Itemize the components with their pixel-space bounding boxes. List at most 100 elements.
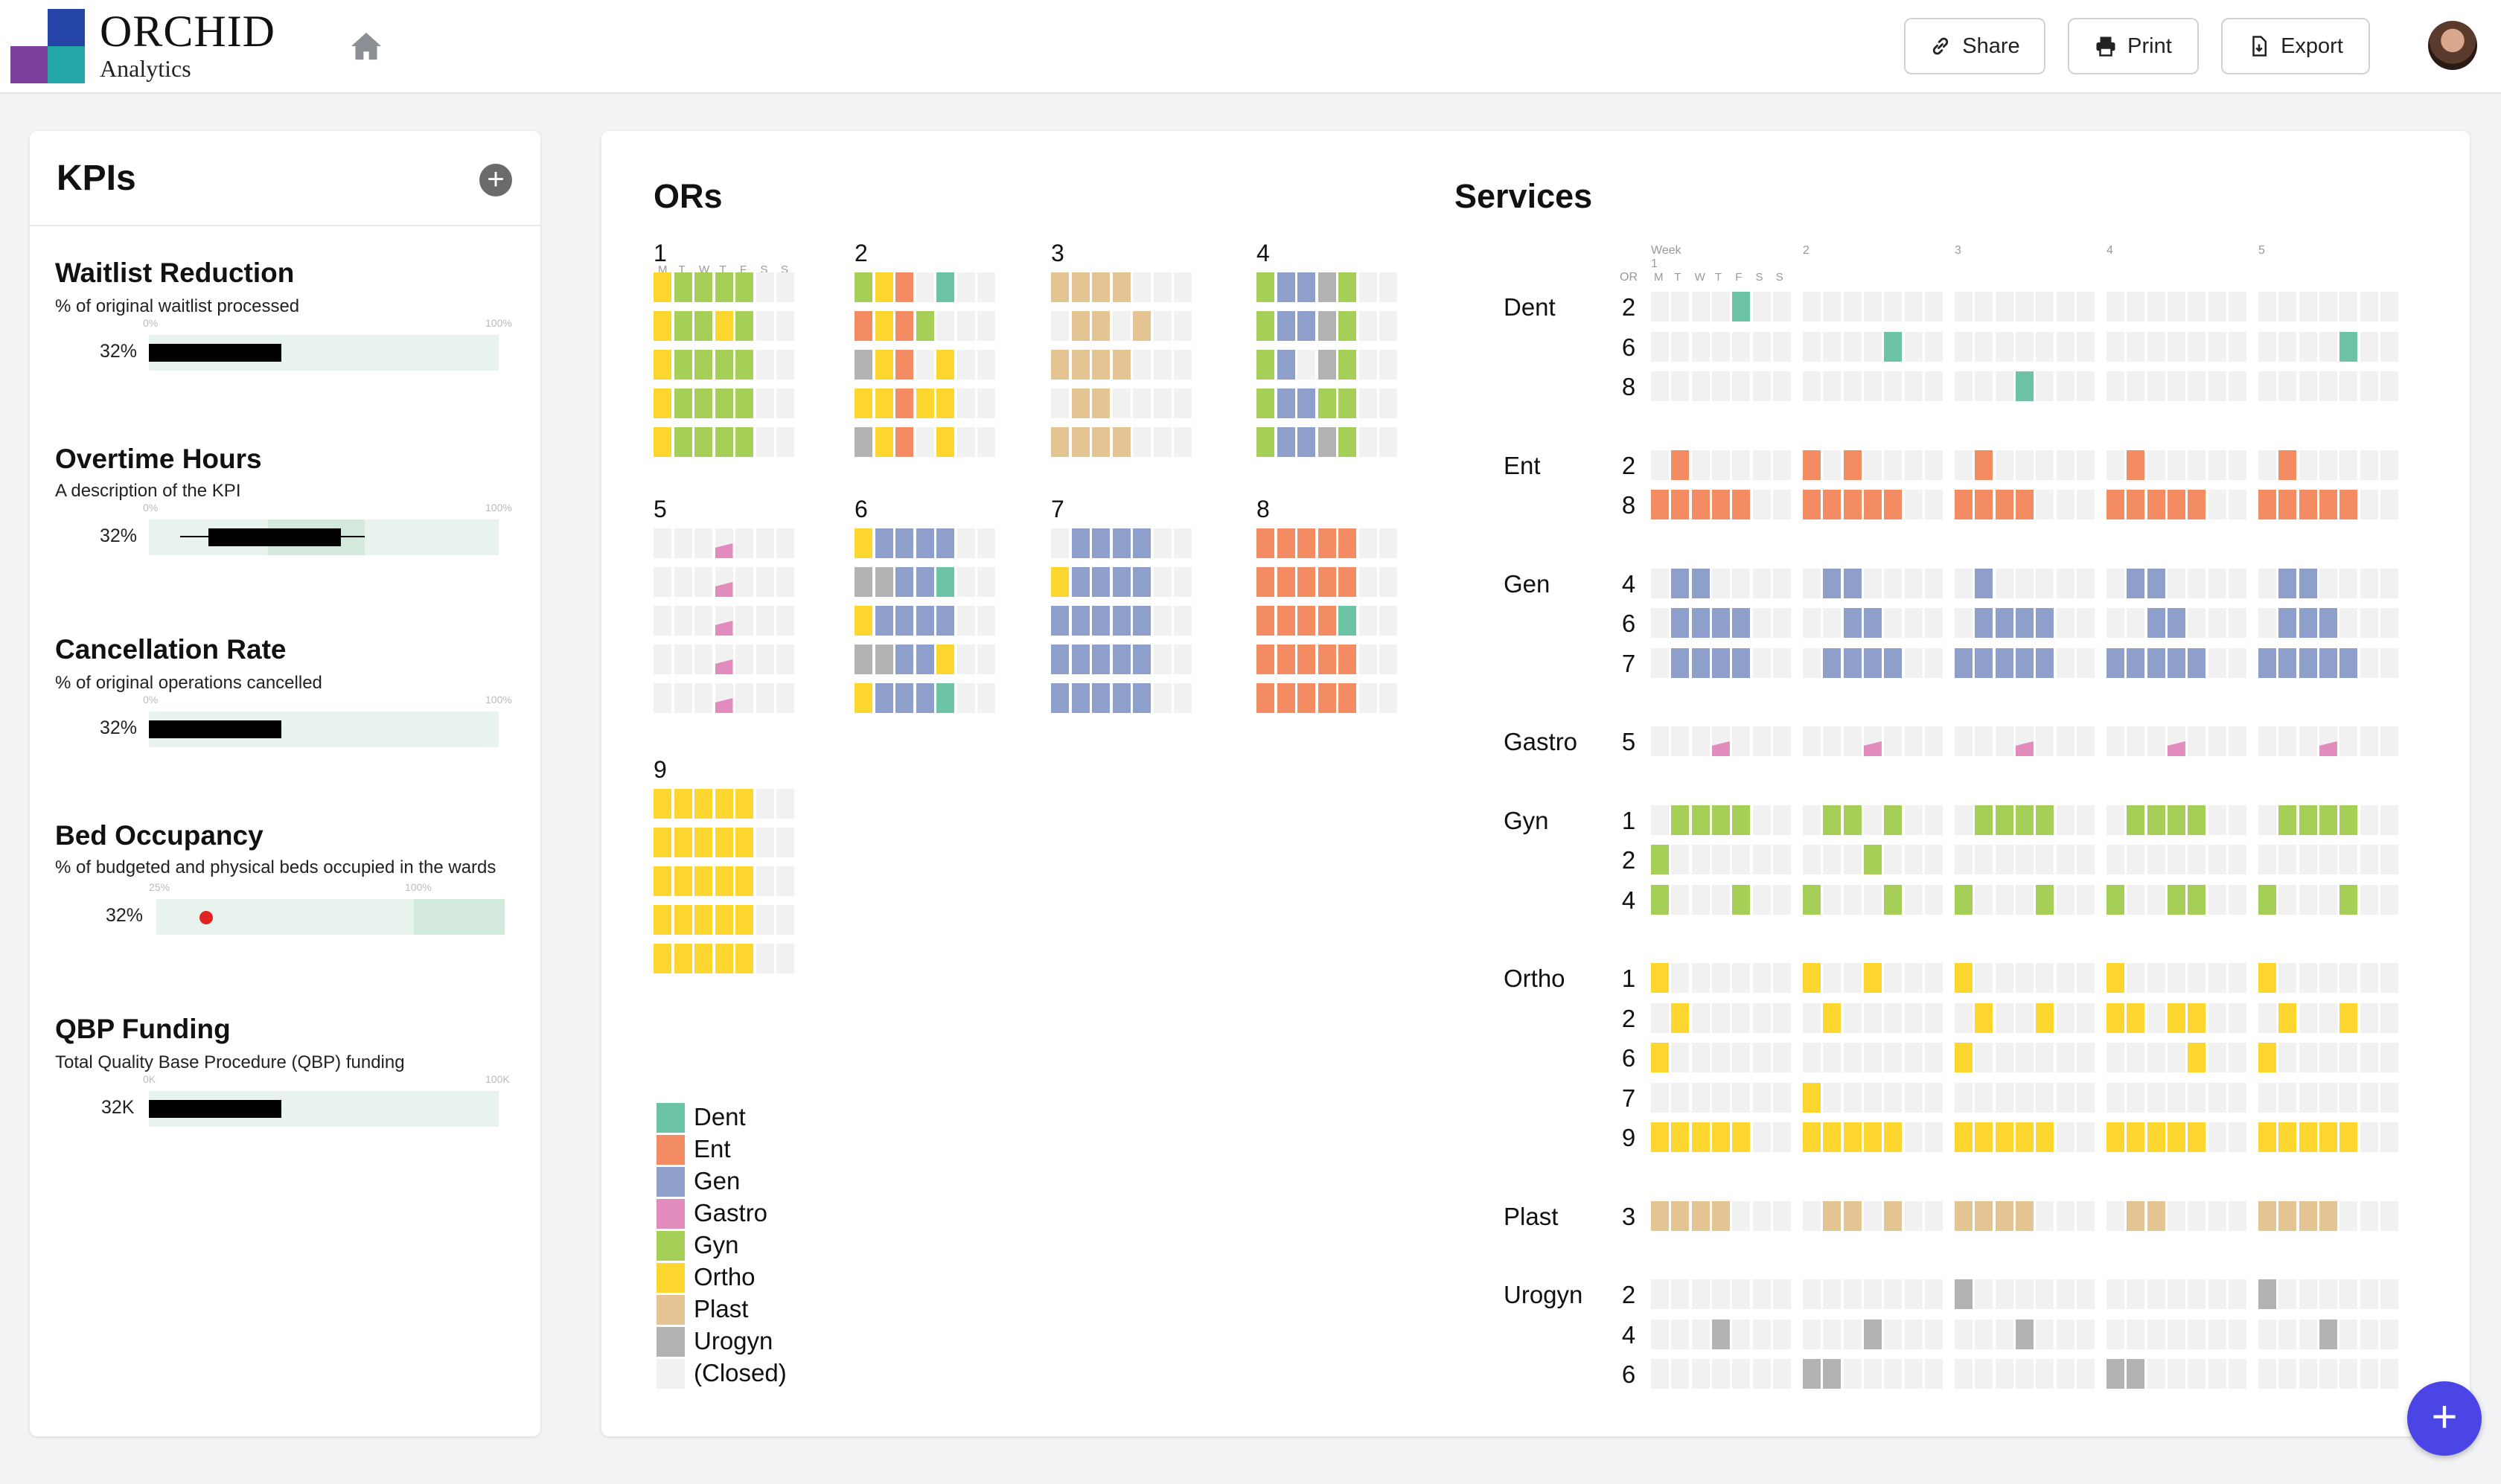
schedule-cell[interactable] <box>916 528 934 558</box>
schedule-cell[interactable] <box>855 388 872 418</box>
service-cell[interactable] <box>2319 1002 2337 1033</box>
service-cell[interactable] <box>1823 1359 1842 1389</box>
service-cell[interactable] <box>1651 1319 1669 1349</box>
service-cell[interactable] <box>2076 845 2095 874</box>
schedule-cell[interactable] <box>1317 272 1336 302</box>
service-cell[interactable] <box>2208 292 2226 322</box>
service-cell[interactable] <box>2188 647 2206 678</box>
service-cell[interactable] <box>1884 1279 1903 1309</box>
service-cell[interactable] <box>2167 1082 2185 1113</box>
schedule-cell[interactable] <box>654 272 671 302</box>
service-cell[interactable] <box>2278 371 2297 401</box>
service-cell[interactable] <box>1651 1043 1669 1072</box>
service-cell[interactable] <box>2147 292 2165 322</box>
service-cell[interactable] <box>2208 371 2226 401</box>
service-cell[interactable] <box>1691 371 1710 401</box>
schedule-cell[interactable] <box>715 567 733 597</box>
schedule-cell[interactable] <box>776 606 794 636</box>
service-cell[interactable] <box>2015 805 2034 835</box>
service-cell[interactable] <box>1843 1002 1862 1033</box>
service-cell[interactable] <box>1651 884 1669 915</box>
service-cell[interactable] <box>1904 331 1923 362</box>
service-cell[interactable] <box>1711 608 1730 638</box>
service-cell[interactable] <box>2228 608 2246 638</box>
schedule-cell[interactable] <box>715 789 733 819</box>
service-cell[interactable] <box>1955 1002 1973 1033</box>
schedule-cell[interactable] <box>1297 272 1315 302</box>
service-cell[interactable] <box>2278 726 2297 756</box>
service-cell[interactable] <box>1671 647 1690 678</box>
service-cell[interactable] <box>2147 726 2165 756</box>
service-cell[interactable] <box>1772 371 1791 401</box>
schedule-cell[interactable] <box>1317 606 1336 636</box>
service-cell[interactable] <box>1975 805 1993 835</box>
service-cell[interactable] <box>1803 371 1821 401</box>
service-cell[interactable] <box>2228 1082 2246 1113</box>
service-cell[interactable] <box>2258 331 2276 362</box>
service-cell[interactable] <box>1843 884 1862 915</box>
service-cell[interactable] <box>2319 568 2337 598</box>
service-cell[interactable] <box>2056 1319 2074 1349</box>
service-cell[interactable] <box>2339 1122 2358 1152</box>
service-cell[interactable] <box>2258 845 2276 874</box>
schedule-cell[interactable] <box>1379 272 1397 302</box>
service-cell[interactable] <box>2106 805 2124 835</box>
service-cell[interactable] <box>1823 608 1842 638</box>
service-cell[interactable] <box>2127 1319 2145 1349</box>
service-cell[interactable] <box>2228 331 2246 362</box>
service-cell[interactable] <box>2208 963 2226 993</box>
service-cell[interactable] <box>1823 568 1842 598</box>
schedule-cell[interactable] <box>1317 683 1336 713</box>
service-cell[interactable] <box>2036 450 2054 480</box>
service-cell[interactable] <box>1651 963 1669 993</box>
service-cell[interactable] <box>1691 805 1710 835</box>
service-cell[interactable] <box>1772 1122 1791 1152</box>
service-cell[interactable] <box>1924 1279 1943 1309</box>
service-cell[interactable] <box>2127 1043 2145 1072</box>
schedule-cell[interactable] <box>1071 388 1090 418</box>
service-cell[interactable] <box>2360 1200 2378 1231</box>
service-cell[interactable] <box>1924 568 1943 598</box>
schedule-cell[interactable] <box>776 427 794 457</box>
service-cell[interactable] <box>1955 884 1973 915</box>
service-cell[interactable] <box>1995 568 2013 598</box>
schedule-cell[interactable] <box>1358 427 1377 457</box>
service-cell[interactable] <box>1803 1200 1821 1231</box>
service-cell[interactable] <box>2036 1002 2054 1033</box>
service-cell[interactable] <box>2015 963 2034 993</box>
service-cell[interactable] <box>1843 1043 1862 1072</box>
service-cell[interactable] <box>1732 1200 1751 1231</box>
service-cell[interactable] <box>2380 884 2398 915</box>
service-cell[interactable] <box>2106 331 2124 362</box>
service-cell[interactable] <box>2360 805 2378 835</box>
schedule-cell[interactable] <box>1297 645 1315 674</box>
service-cell[interactable] <box>1863 1359 1882 1389</box>
service-cell[interactable] <box>1975 884 1993 915</box>
service-cell[interactable] <box>2339 371 2358 401</box>
service-cell[interactable] <box>1752 371 1771 401</box>
schedule-cell[interactable] <box>1256 311 1274 341</box>
service-cell[interactable] <box>1863 647 1882 678</box>
service-cell[interactable] <box>1803 1043 1821 1072</box>
service-cell[interactable] <box>1651 1200 1669 1231</box>
schedule-cell[interactable] <box>855 427 872 457</box>
service-cell[interactable] <box>1924 292 1943 322</box>
schedule-cell[interactable] <box>1051 350 1069 380</box>
service-cell[interactable] <box>2036 490 2054 519</box>
service-cell[interactable] <box>1863 331 1882 362</box>
schedule-cell[interactable] <box>895 350 913 380</box>
service-cell[interactable] <box>1823 1279 1842 1309</box>
schedule-cell[interactable] <box>1338 350 1356 380</box>
service-cell[interactable] <box>2278 490 2297 519</box>
service-cell[interactable] <box>1884 1082 1903 1113</box>
service-cell[interactable] <box>2278 1359 2297 1389</box>
service-cell[interactable] <box>2015 1122 2034 1152</box>
service-cell[interactable] <box>2036 1082 2054 1113</box>
service-cell[interactable] <box>2319 1359 2337 1389</box>
schedule-cell[interactable] <box>1297 427 1315 457</box>
service-cell[interactable] <box>1975 1043 1993 1072</box>
service-cell[interactable] <box>2167 1319 2185 1349</box>
service-cell[interactable] <box>2380 490 2398 519</box>
service-cell[interactable] <box>1863 490 1882 519</box>
service-cell[interactable] <box>2106 371 2124 401</box>
